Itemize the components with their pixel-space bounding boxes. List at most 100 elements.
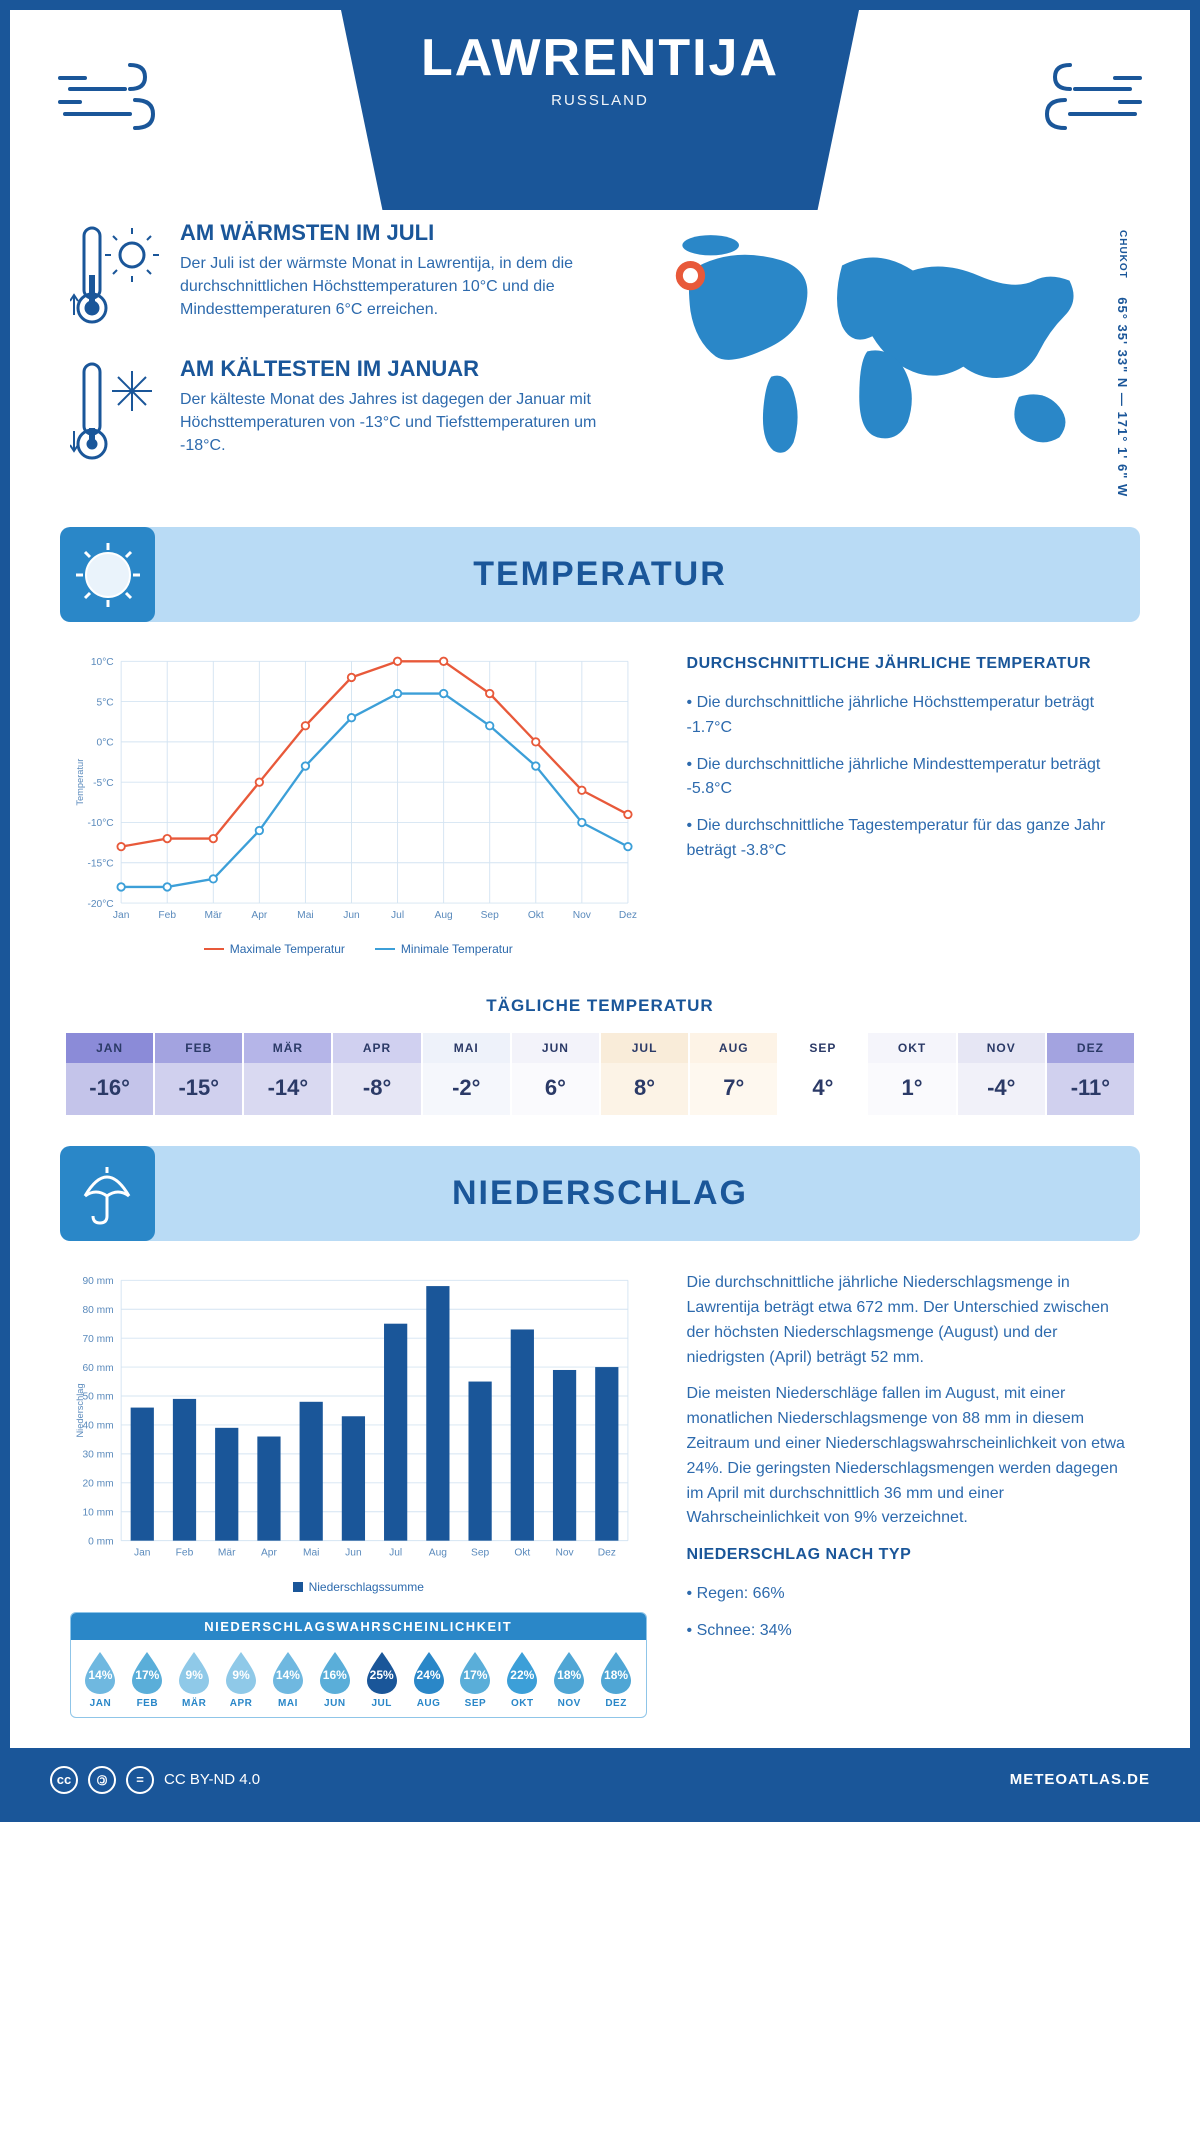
city-name: LAWRENTIJA — [421, 28, 779, 88]
svg-text:20 mm: 20 mm — [82, 1479, 113, 1490]
intro: AM WÄRMSTEN IM JULI Der Juli ist der wär… — [10, 210, 1190, 517]
umbrella-icon — [75, 1161, 140, 1226]
svg-text:Sep: Sep — [481, 910, 499, 921]
map-wrap: CHUKOT 65° 35' 33" N — 171° 1' 6" W — [650, 220, 1130, 497]
country-name: RUSSLAND — [421, 92, 779, 109]
svg-text:Okt: Okt — [528, 910, 544, 921]
daily-temp-table: JAN -16° FEB -15° MÄR -14° APR -8° MAI -… — [65, 1032, 1135, 1116]
svg-text:-10°C: -10°C — [87, 818, 113, 829]
svg-text:60 mm: 60 mm — [82, 1363, 113, 1374]
svg-text:Jul: Jul — [389, 1548, 402, 1559]
svg-text:Sep: Sep — [471, 1548, 489, 1559]
svg-text:Nov: Nov — [555, 1548, 574, 1559]
thermometer-snow-icon — [70, 356, 160, 466]
svg-text:0°C: 0°C — [97, 738, 114, 749]
svg-text:Mär: Mär — [218, 1548, 236, 1559]
warmest-text: Der Juli ist der wärmste Monat in Lawren… — [180, 252, 600, 322]
temp-cell: JUL 8° — [600, 1032, 689, 1116]
nd-icon: = — [126, 1766, 154, 1794]
prob-cell: 14%MAI — [265, 1650, 312, 1709]
svg-text:Feb: Feb — [158, 910, 176, 921]
svg-text:-5°C: -5°C — [93, 778, 114, 789]
svg-text:50 mm: 50 mm — [82, 1392, 113, 1403]
thermometer-sun-icon — [70, 220, 160, 330]
prob-cell: 24%AUG — [405, 1650, 452, 1709]
svg-text:Niederschlag: Niederschlag — [75, 1384, 85, 1438]
header: LAWRENTIJA RUSSLAND — [10, 10, 1190, 210]
precip-chart: 0 mm10 mm20 mm30 mm40 mm50 mm60 mm70 mm8… — [70, 1271, 647, 1718]
svg-text:5°C: 5°C — [97, 698, 114, 709]
site-name: METEOATLAS.DE — [1010, 1771, 1150, 1788]
svg-text:10 mm: 10 mm — [82, 1508, 113, 1519]
svg-text:Jul: Jul — [391, 910, 404, 921]
svg-text:Mai: Mai — [303, 1548, 319, 1559]
svg-text:Okt: Okt — [514, 1548, 530, 1559]
temp-cell: APR -8° — [332, 1032, 421, 1116]
svg-text:90 mm: 90 mm — [82, 1276, 113, 1287]
footer: cc 🄯 = CC BY-ND 4.0 METEOATLAS.DE — [10, 1748, 1190, 1812]
temp-cell: JAN -16° — [65, 1032, 154, 1116]
prob-cell: 17%SEP — [452, 1650, 499, 1709]
svg-text:Aug: Aug — [429, 1548, 447, 1559]
prob-cell: 18%NOV — [546, 1650, 593, 1709]
svg-text:Temperatur: Temperatur — [75, 759, 85, 806]
svg-text:80 mm: 80 mm — [82, 1305, 113, 1316]
prob-cell: 9%MÄR — [171, 1650, 218, 1709]
license: CC BY-ND 4.0 — [164, 1771, 260, 1788]
svg-text:30 mm: 30 mm — [82, 1450, 113, 1461]
svg-text:0 mm: 0 mm — [88, 1537, 114, 1548]
svg-text:-15°C: -15°C — [87, 859, 113, 870]
svg-text:Mai: Mai — [297, 910, 313, 921]
temp-cell: MÄR -14° — [243, 1032, 332, 1116]
prob-cell: 9%APR — [218, 1650, 265, 1709]
svg-text:40 mm: 40 mm — [82, 1421, 113, 1432]
coldest-fact: AM KÄLTESTEN IM JANUAR Der kälteste Mona… — [70, 356, 610, 466]
title-ribbon: LAWRENTIJA RUSSLAND — [341, 10, 859, 210]
svg-text:Jun: Jun — [345, 1548, 362, 1559]
temp-cell: SEP 4° — [778, 1032, 867, 1116]
temp-info: DURCHSCHNITTLICHE JÄHRLICHE TEMPERATUR •… — [687, 652, 1130, 956]
svg-text:Feb: Feb — [176, 1548, 194, 1559]
coldest-text: Der kälteste Monat des Jahres ist dagege… — [180, 388, 600, 458]
prob-cell: 22%OKT — [499, 1650, 546, 1709]
prob-cell: 25%JUL — [358, 1650, 405, 1709]
prob-cell: 18%DEZ — [593, 1650, 640, 1709]
svg-text:-20°C: -20°C — [87, 899, 113, 910]
coords: CHUKOT 65° 35' 33" N — 171° 1' 6" W — [1115, 220, 1130, 497]
temp-cell: OKT 1° — [867, 1032, 956, 1116]
svg-text:Dez: Dez — [619, 910, 637, 921]
svg-text:Jan: Jan — [113, 910, 130, 921]
temp-cell: FEB -15° — [154, 1032, 243, 1116]
prob-cell: 17%FEB — [124, 1650, 171, 1709]
temp-chart: -20°C -15°C -10°C -5°C 0°C 5°C 10°C Jan Feb Mär Ap… — [70, 652, 647, 956]
temp-cell: DEZ -11° — [1046, 1032, 1135, 1116]
section-title: TEMPERATUR — [155, 555, 1140, 594]
sun-icon — [73, 540, 143, 610]
svg-text:Dez: Dez — [598, 1548, 616, 1559]
by-icon: 🄯 — [88, 1766, 116, 1794]
svg-text:10°C: 10°C — [91, 657, 114, 668]
coldest-title: AM KÄLTESTEN IM JANUAR — [180, 356, 600, 382]
wind-icon — [1020, 40, 1150, 140]
svg-text:Apr: Apr — [261, 1548, 277, 1559]
world-map-icon — [650, 220, 1115, 463]
prob-cell: 14%JAN — [77, 1650, 124, 1709]
svg-text:Jun: Jun — [343, 910, 360, 921]
section-title: NIEDERSCHLAG — [155, 1174, 1140, 1213]
svg-text:Aug: Aug — [435, 910, 453, 921]
temp-cell: AUG 7° — [689, 1032, 778, 1116]
page: LAWRENTIJA RUSSLAND AM WÄRMSTEN IM JULI — [0, 0, 1200, 1822]
temp-cell: JUN 6° — [511, 1032, 600, 1116]
warmest-fact: AM WÄRMSTEN IM JULI Der Juli ist der wär… — [70, 220, 610, 330]
prob-cell: 16%JUN — [311, 1650, 358, 1709]
section-temperature: TEMPERATUR — [60, 527, 1140, 622]
svg-text:Mär: Mär — [204, 910, 222, 921]
temp-cell: NOV -4° — [957, 1032, 1046, 1116]
warmest-title: AM WÄRMSTEN IM JULI — [180, 220, 600, 246]
wind-icon — [50, 40, 180, 140]
precip-info: Die durchschnittliche jährliche Niedersc… — [687, 1271, 1130, 1718]
precip-prob-panel: NIEDERSCHLAGSWAHRSCHEINLICHKEIT 14%JAN 1… — [70, 1612, 647, 1718]
svg-text:Nov: Nov — [573, 910, 592, 921]
svg-text:Apr: Apr — [251, 910, 267, 921]
cc-icon: cc — [50, 1766, 78, 1794]
